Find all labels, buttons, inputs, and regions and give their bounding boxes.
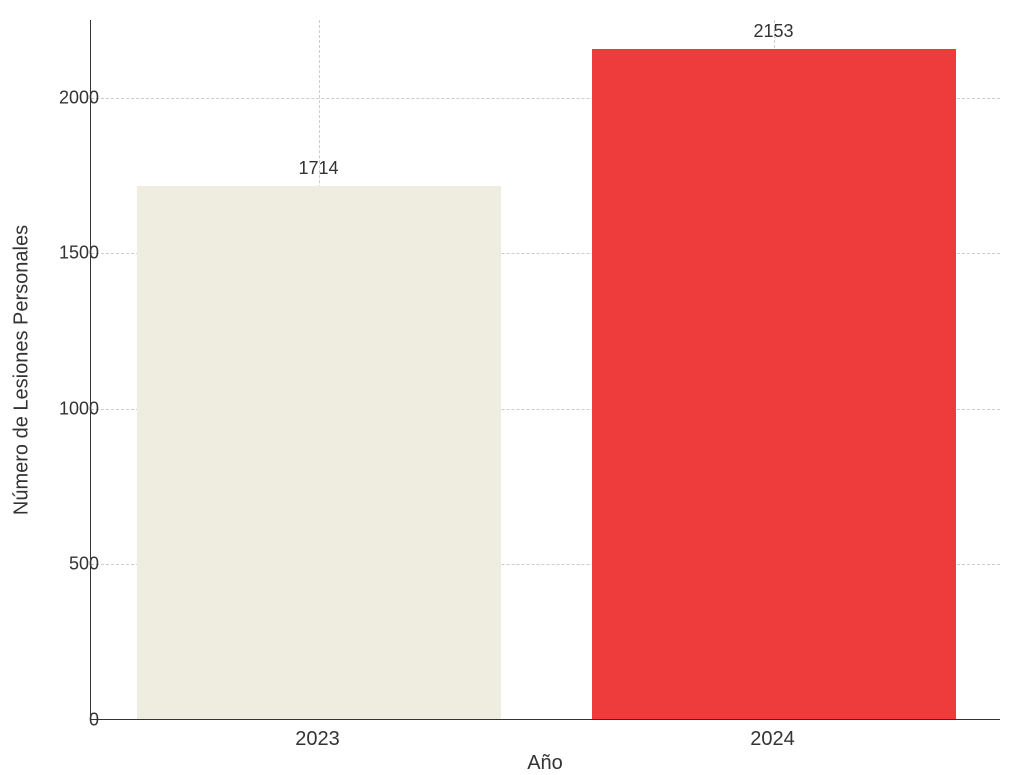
plot-frame: 17142153 <box>90 20 1000 720</box>
y-tick-label: 2000 <box>39 87 99 108</box>
bar: 2153 <box>592 49 956 719</box>
y-tick-label: 1000 <box>39 398 99 419</box>
y-tick-label: 1500 <box>39 243 99 264</box>
bar: 1714 <box>137 186 501 719</box>
bar-value-label: 1714 <box>137 158 501 179</box>
x-tick-label: 2024 <box>750 728 795 751</box>
x-tick-label: 2023 <box>295 728 340 751</box>
chart-plot-area: 17142153 <box>90 20 1000 720</box>
y-axis-label: Número de Lesiones Personales <box>11 225 34 515</box>
bar-value-label: 2153 <box>592 21 956 42</box>
x-axis-label: Año <box>527 752 563 775</box>
y-tick-label: 500 <box>39 554 99 575</box>
y-tick-label: 0 <box>39 710 99 731</box>
